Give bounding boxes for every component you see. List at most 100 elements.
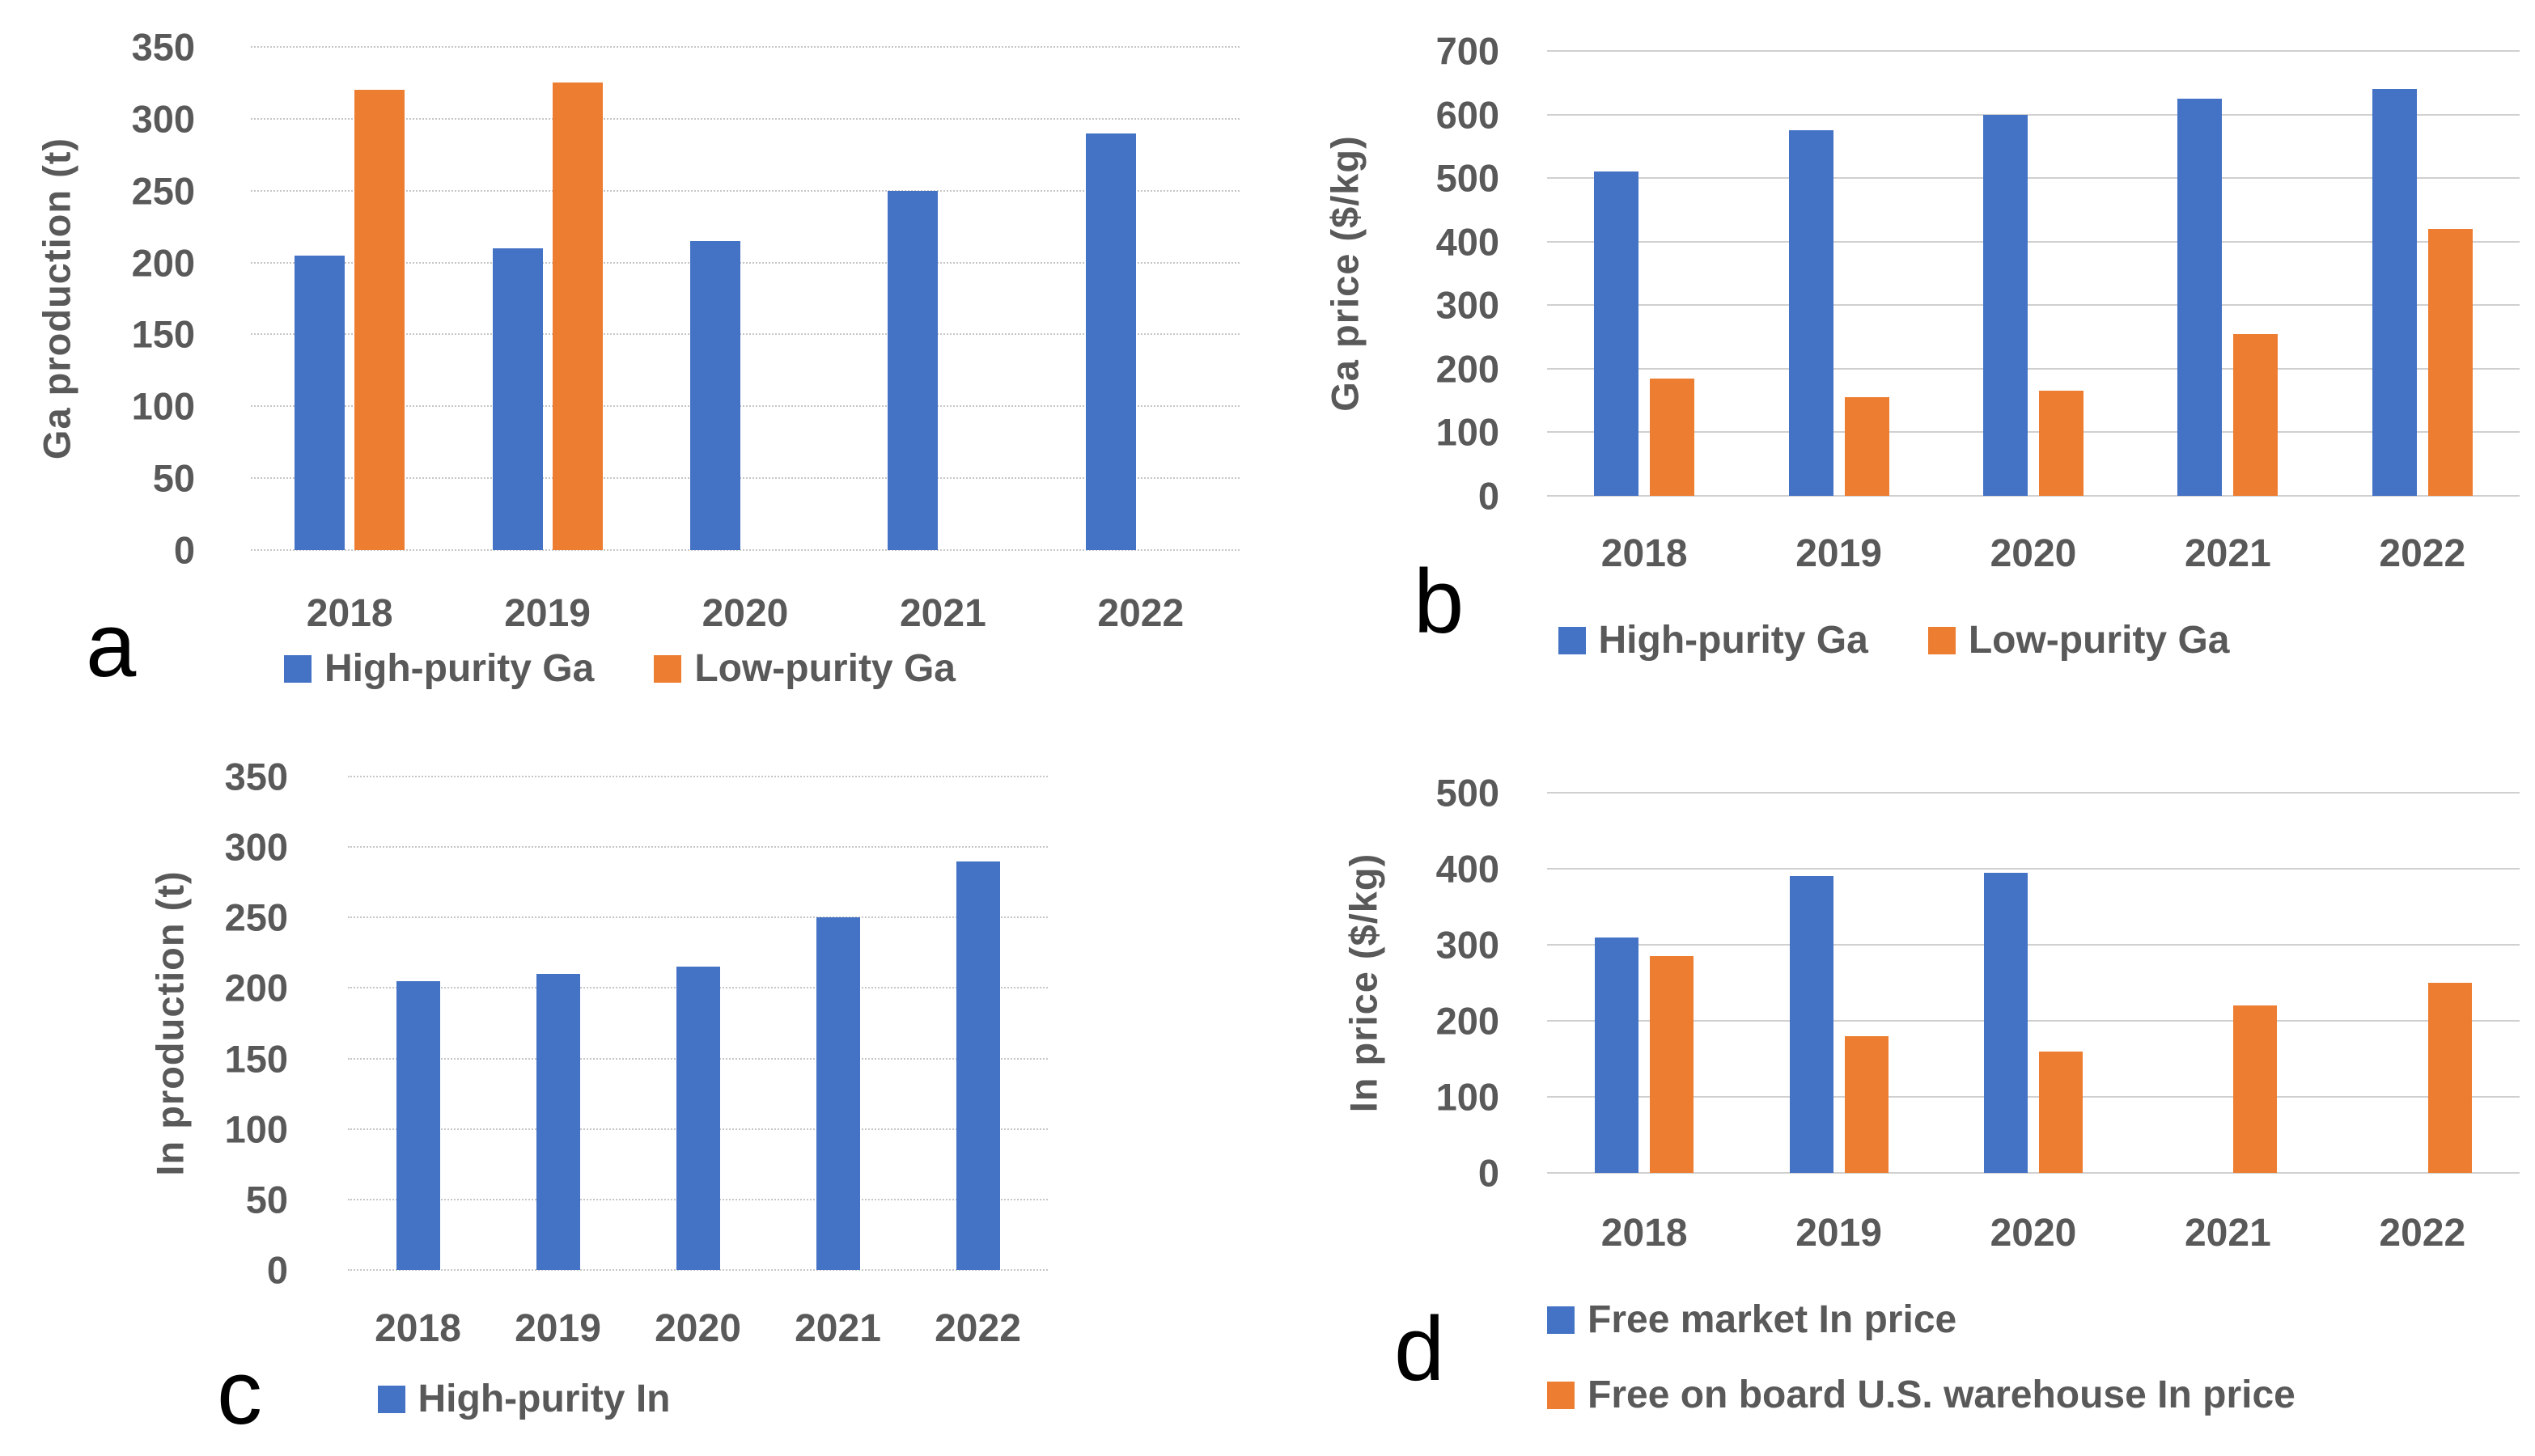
legend-item-high-purity-in: High-purity In (377, 1377, 670, 1421)
bar-high-purity-ga-2018 (1594, 171, 1639, 496)
y-tick-label: 350 (131, 25, 195, 69)
gridline (251, 477, 1240, 480)
legend-label: High-purity Ga (324, 647, 595, 690)
gridline (1547, 50, 2520, 52)
gridline (251, 261, 1240, 264)
x-tick-label-2020: 2020 (1990, 1212, 2077, 1255)
legend: High-purity Ga Low-purity Ga (1268, 618, 2520, 662)
legend-swatch-icon (284, 654, 312, 683)
bar-free-on-board-u-s-warehouse-in-price-2022 (2427, 983, 2472, 1173)
y-tick-label: 500 (1435, 156, 1499, 200)
gridline (1547, 495, 2520, 497)
x-tick-label-2020: 2020 (1990, 532, 2077, 575)
legend-item-high-purity-ga: High-purity Ga (1558, 618, 1868, 662)
bar-free-on-board-u-s-warehouse-in-price-2021 (2233, 1005, 2278, 1173)
x-axis-labels: 2018 2019 2020 2021 2022 (348, 1306, 1048, 1355)
y-tick-label: 250 (224, 895, 288, 939)
bar-free-market-in-price-2018 (1595, 937, 1639, 1173)
x-tick-label-2018: 2018 (1600, 532, 1688, 575)
bar-high-purity-ga-2018 (295, 255, 345, 550)
bar-low-purity-ga-2018 (1650, 378, 1695, 496)
gridline (251, 549, 1240, 551)
gridline (251, 405, 1240, 408)
bar-free-market-in-price-2020 (1984, 872, 2028, 1173)
gridline (251, 117, 1240, 120)
x-axis-labels: 2018 2019 2020 2021 2022 (1547, 1211, 2520, 1259)
y-tick-label: 50 (245, 1178, 288, 1221)
bar-high-purity-in-2019 (536, 974, 580, 1270)
y-tick-label: 400 (1435, 847, 1499, 891)
x-tick-label-2020: 2020 (655, 1307, 741, 1350)
y-tick-label: 300 (131, 97, 195, 141)
bar-high-purity-ga-2021 (888, 190, 939, 550)
gridline (1547, 1020, 2520, 1022)
gridline (348, 916, 1048, 919)
y-tick-label: 300 (1435, 923, 1499, 967)
bar-free-on-board-u-s-warehouse-in-price-2020 (2039, 1051, 2083, 1173)
x-tick-label-2018: 2018 (306, 592, 393, 635)
legend-swatch-icon (1927, 626, 1956, 654)
panel-in-production: In production (t) 350 300 250 200 150 100 50 0 … (0, 728, 1267, 1456)
y-tick-label: 700 (1435, 29, 1499, 73)
x-tick-label-2022: 2022 (2379, 1212, 2466, 1255)
y-tick-label: 200 (1435, 999, 1499, 1043)
x-tick-label-2019: 2019 (515, 1307, 601, 1350)
x-axis-labels: 2018 2019 2020 2021 2022 (1547, 531, 2520, 580)
y-tick-label: 0 (266, 1248, 288, 1292)
gridline (251, 333, 1240, 336)
legend-item-free-on-board-u-s-warehouse-in-price: Free on board U.S. warehouse In price (1547, 1373, 2295, 1417)
plot-area (348, 776, 1048, 1271)
gridline (1547, 367, 2520, 370)
y-tick-label: 100 (131, 384, 195, 428)
legend-label: Free on board U.S. warehouse In price (1588, 1373, 2295, 1416)
y-tick-label: 100 (224, 1107, 288, 1151)
legend-item-low-purity-ga: Low-purity Ga (1927, 618, 2230, 662)
x-tick-label-2021: 2021 (2184, 1212, 2271, 1255)
panel-letter: b (1414, 551, 1465, 652)
bar-high-purity-in-2022 (956, 861, 1000, 1270)
bar-low-purity-ga-2021 (2233, 333, 2279, 496)
bar-high-purity-ga-2022 (1085, 133, 1136, 550)
bar-high-purity-in-2018 (396, 980, 440, 1270)
y-tick-label: 300 (1435, 283, 1499, 327)
x-tick-label-2021: 2021 (795, 1307, 881, 1350)
legend-swatch-icon (377, 1385, 405, 1413)
bar-high-purity-in-2021 (816, 917, 860, 1270)
y-tick-label: 200 (224, 966, 288, 1009)
gridline (1547, 113, 2520, 116)
legend-label: Low-purity Ga (1968, 619, 2230, 662)
bar-free-on-board-u-s-warehouse-in-price-2019 (1844, 1035, 1889, 1173)
bar-low-purity-ga-2019 (552, 83, 603, 550)
bar-low-purity-ga-2022 (2427, 229, 2473, 496)
x-tick-label-2021: 2021 (2184, 532, 2271, 575)
panel-ga-price: Ga price ($/kg) 700 600 500 400 300 200 100 0 2… (1268, 0, 2535, 728)
bar-low-purity-ga-2019 (1844, 397, 1889, 496)
y-axis-ticks: 350 300 250 200 150 100 50 0 (0, 756, 299, 1292)
y-tick-label: 100 (1435, 1075, 1499, 1119)
gridline (1547, 1172, 2520, 1174)
y-tick-label: 150 (224, 1037, 288, 1081)
panel-letter: a (86, 595, 137, 696)
bar-free-on-board-u-s-warehouse-in-price-2018 (1650, 956, 1694, 1173)
y-tick-label: 0 (1477, 474, 1499, 518)
panel-ga-production: Ga production (t) 350 300 250 200 150 100 50 0 … (0, 0, 1267, 728)
bar-high-purity-ga-2019 (1788, 130, 1833, 496)
plot-area (1547, 792, 2520, 1174)
y-axis-ticks: 700 600 500 400 300 200 100 0 (1268, 30, 1511, 518)
gridline (1547, 304, 2520, 307)
gridline (1547, 431, 2520, 434)
panel-letter: d (1394, 1298, 1445, 1399)
x-tick-label-2021: 2021 (899, 592, 986, 635)
y-tick-label: 100 (1435, 410, 1499, 454)
bar-high-purity-ga-2019 (492, 248, 543, 550)
bar-high-purity-ga-2021 (2177, 98, 2223, 496)
y-tick-label: 200 (1435, 347, 1499, 391)
legend-item-low-purity-ga: Low-purity Ga (654, 646, 956, 691)
plot-area (251, 46, 1240, 551)
x-tick-label-2018: 2018 (375, 1307, 461, 1350)
panel-in-price: In price ($/kg) 500 400 300 200 100 0 2018 201… (1268, 728, 2535, 1456)
plot-area (1547, 50, 2520, 497)
x-tick-label-2022: 2022 (935, 1307, 1021, 1350)
y-tick-label: 50 (152, 456, 195, 500)
